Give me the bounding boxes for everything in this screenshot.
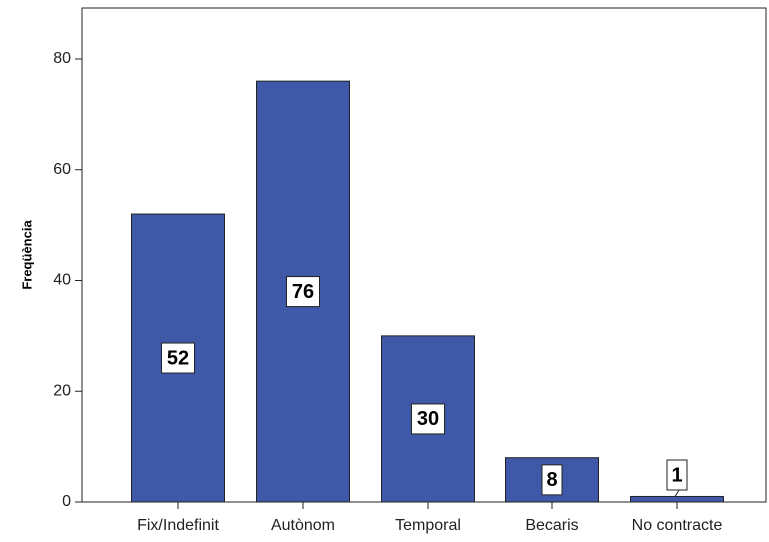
y-axis-label: Freqüència bbox=[19, 220, 34, 290]
x-tick-label: Fix/Indefinit bbox=[137, 517, 219, 534]
x-tick-label: Autònom bbox=[271, 517, 335, 534]
y-tick-label: 40 bbox=[53, 272, 71, 289]
data-label-box bbox=[286, 276, 320, 308]
x-axis: Fix/Indefinit Autònom Temporal Becaris No co… bbox=[75, 501, 766, 534]
data-label: 8 bbox=[546, 469, 557, 491]
x-tick-label: Becaris bbox=[525, 517, 578, 534]
data-label-box bbox=[541, 464, 563, 496]
y-axis: 0 20 40 60 80 bbox=[53, 50, 82, 510]
x-tick-label: No contracte bbox=[632, 517, 723, 534]
data-label: 30 bbox=[417, 408, 439, 430]
y-tick-label: 0 bbox=[62, 493, 71, 510]
data-label: 76 bbox=[292, 281, 314, 303]
data-label-leader bbox=[674, 489, 680, 497]
y-tick-label: 20 bbox=[53, 382, 71, 399]
data-label: 52 bbox=[167, 347, 189, 369]
data-label-box bbox=[161, 342, 195, 374]
data-label-box bbox=[411, 403, 445, 435]
data-label-box bbox=[666, 459, 688, 491]
y-tick-label: 60 bbox=[53, 161, 71, 178]
y-tick-label: 80 bbox=[53, 50, 71, 67]
x-tick-label: Temporal bbox=[395, 517, 461, 534]
bars bbox=[131, 80, 724, 503]
data-labels: 52 76 30 8 1 bbox=[161, 276, 688, 497]
bar-no-contracte bbox=[630, 495, 724, 503]
data-label: 1 bbox=[671, 464, 682, 486]
